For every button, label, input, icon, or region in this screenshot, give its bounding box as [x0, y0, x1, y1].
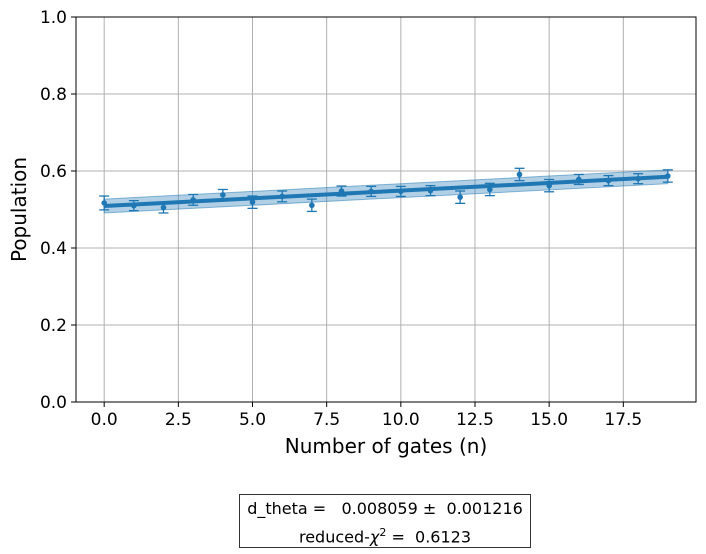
fit-parameter-text: d_theta = 0.008059 ± 0.001216 — [247, 499, 523, 518]
y-tick-label: 0.2 — [40, 316, 67, 336]
data-points-layer — [99, 167, 673, 214]
x-tick-label: 15.0 — [530, 410, 568, 430]
data-point-marker — [309, 202, 315, 209]
y-tick-label: 0.4 — [40, 239, 67, 259]
data-point-marker — [101, 200, 107, 206]
data-point-marker — [487, 186, 493, 193]
chi2-value: = 0.6123 — [386, 527, 472, 547]
data-point-marker — [635, 175, 641, 182]
data-point — [455, 190, 466, 204]
data-point-marker — [427, 187, 434, 194]
x-tick-label: 2.5 — [165, 410, 192, 430]
y-tick-label: 0.8 — [40, 85, 67, 105]
data-point — [306, 198, 317, 213]
y-tick-label: 0.6 — [40, 162, 67, 182]
chi-exponent: 2 — [379, 526, 387, 539]
data-point-marker — [190, 197, 196, 203]
x-tick-label: 0.0 — [91, 410, 118, 430]
data-point — [425, 184, 436, 197]
fit-line-layer — [104, 174, 668, 209]
fit-result-box: d_theta = 0.008059 ± 0.001216 reduced-χ2… — [239, 494, 531, 548]
data-point-marker — [249, 199, 256, 205]
data-point — [484, 182, 495, 197]
fit-line — [104, 174, 668, 209]
data-point — [128, 199, 139, 212]
chi2-prefix: reduced- — [298, 527, 370, 547]
data-point — [603, 174, 614, 187]
data-point — [662, 169, 673, 183]
data-point — [366, 185, 377, 198]
data-point — [514, 167, 525, 182]
x-tick-label: 17.5 — [604, 410, 642, 430]
data-point-marker — [665, 173, 671, 179]
data-point — [544, 178, 555, 193]
data-point — [188, 193, 199, 206]
data-point — [217, 188, 228, 201]
data-point-marker — [516, 171, 523, 178]
x-tick-label: 7.5 — [313, 410, 340, 430]
data-point-marker — [546, 182, 552, 189]
x-tick-label: 5.0 — [239, 410, 266, 430]
data-point — [158, 201, 169, 214]
data-point-marker — [220, 192, 226, 198]
data-point — [573, 173, 584, 186]
data-point — [277, 190, 288, 203]
data-point-marker — [160, 204, 167, 211]
data-point-marker — [457, 194, 463, 200]
data-point — [336, 185, 347, 197]
data-point-marker — [131, 202, 137, 209]
x-tick-label: 12.5 — [456, 410, 494, 430]
x-tick-label: 10.0 — [382, 410, 420, 430]
data-point — [633, 173, 644, 185]
fit-chi2-text: reduced-χ2 = 0.6123 — [240, 521, 530, 549]
y-tick-label: 0.0 — [40, 393, 67, 413]
data-point — [247, 195, 258, 209]
data-point-marker — [605, 177, 612, 184]
data-point-marker — [368, 188, 374, 195]
x-axis-label: Number of gates (n) — [285, 434, 488, 458]
data-point-marker — [279, 193, 285, 200]
data-point — [395, 185, 406, 198]
data-point-marker — [576, 176, 582, 183]
axis-ticks: 0.0 2.5 5.0 7.5 10.0 12.5 15.0 17.5 0.0 0.2 0.4 0.6… — [40, 8, 642, 430]
y-tick-label: 1.0 — [40, 8, 67, 28]
data-point-marker — [398, 188, 404, 195]
data-point — [99, 195, 110, 211]
y-axis-label: Population — [7, 157, 31, 262]
data-point-marker — [338, 188, 345, 194]
chi-symbol: χ — [369, 527, 380, 547]
plot-frame — [75, 16, 697, 403]
